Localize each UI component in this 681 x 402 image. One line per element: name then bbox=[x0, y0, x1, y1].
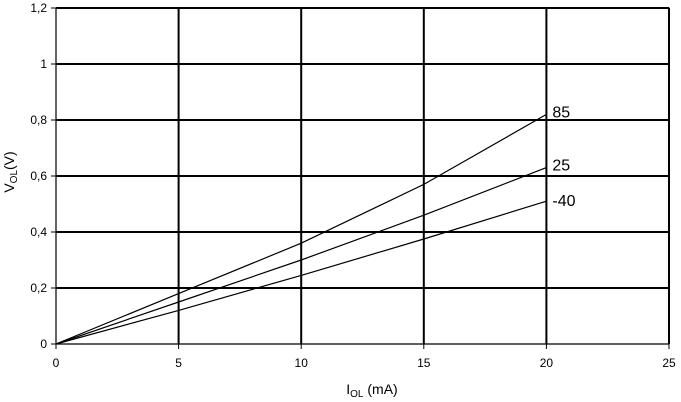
x-tick-label: 25 bbox=[662, 356, 676, 370]
y-axis-label-sub: OL bbox=[9, 170, 20, 184]
x-axis-label-sub: OL bbox=[350, 389, 364, 400]
series-label: 25 bbox=[552, 158, 570, 175]
x-tick-label: 10 bbox=[295, 356, 309, 370]
series-line-85 bbox=[55, 113, 547, 345]
series-layer: 85 25 -40 bbox=[55, 104, 576, 345]
x-axis-label: IOL (mA) bbox=[346, 381, 397, 400]
x-tick-label: 5 bbox=[175, 356, 182, 370]
series-line-minus40 bbox=[55, 200, 547, 345]
y-tick-label: 1 bbox=[40, 57, 47, 71]
x-axis-label-unit: (mA) bbox=[364, 381, 398, 397]
x-tick-label: 0 bbox=[53, 356, 60, 370]
series-label: -40 bbox=[552, 193, 575, 210]
x-axis-label-main: I bbox=[346, 381, 350, 397]
y-axis-label-main: V bbox=[1, 183, 17, 193]
y-tick-label: 1,2 bbox=[30, 1, 47, 15]
y-tick-label: 0 bbox=[40, 337, 47, 351]
y-axis-label-unit: (V) bbox=[1, 151, 17, 170]
y-tick-label: 0,4 bbox=[30, 225, 47, 239]
y-tick-label: 0,6 bbox=[30, 169, 47, 183]
series-line-25 bbox=[55, 167, 547, 345]
tick-labels: 0 5 10 15 20 25 0 0,2 0,4 0,6 0,8 1 1,2 bbox=[30, 1, 676, 370]
y-tick-label: 0,2 bbox=[30, 281, 47, 295]
y-axis-label: VOL(V) bbox=[1, 151, 20, 192]
x-tick-label: 20 bbox=[540, 356, 554, 370]
grid bbox=[51, 7, 670, 349]
series-label: 85 bbox=[552, 104, 570, 121]
x-tick-label: 15 bbox=[417, 356, 431, 370]
y-tick-label: 0,8 bbox=[30, 113, 47, 127]
